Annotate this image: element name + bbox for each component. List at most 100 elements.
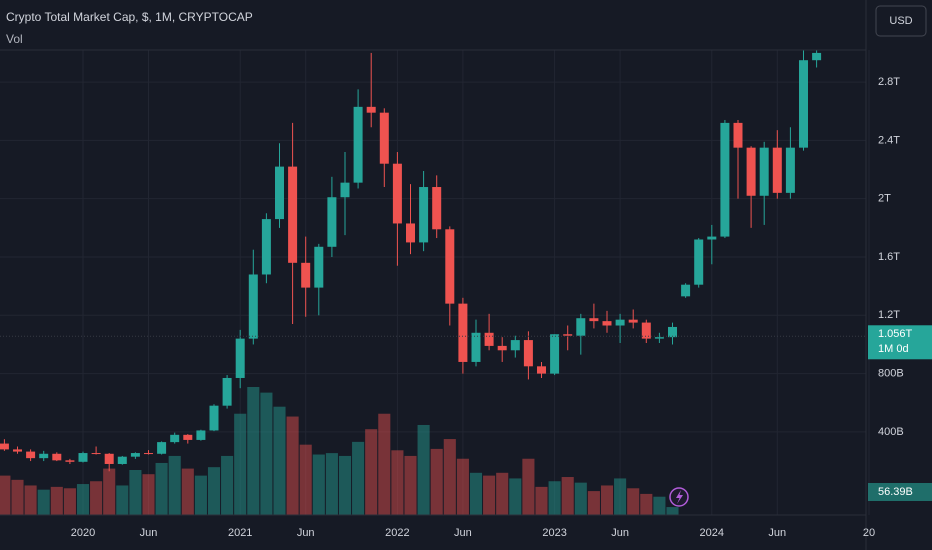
candle-body — [130, 453, 140, 457]
alert-icon — [669, 487, 689, 507]
volume-bar — [0, 475, 11, 515]
candle-body — [26, 451, 36, 459]
candle-body — [654, 337, 664, 339]
volume-bar — [155, 462, 168, 515]
candle-body — [759, 147, 769, 196]
candle-body — [340, 182, 350, 198]
volume-bar — [24, 485, 37, 515]
candle-body — [563, 334, 573, 336]
x-tick-label: 2024 — [700, 527, 724, 539]
candle-body — [235, 338, 245, 378]
x-tick-label: Jun — [611, 527, 629, 539]
candle-body — [144, 453, 153, 455]
candle-body — [392, 163, 402, 224]
candle-body — [65, 460, 75, 462]
candle-body — [628, 319, 638, 323]
candle-body — [353, 106, 363, 183]
volume-bar — [496, 472, 509, 515]
candle-body — [91, 453, 101, 455]
volume-bar — [63, 488, 76, 515]
candle-body — [799, 60, 808, 148]
candle-body — [39, 453, 49, 459]
candle-body — [327, 197, 337, 247]
x-tick-label: Jun — [454, 527, 472, 539]
volume-bar — [600, 485, 614, 515]
volume-bar — [653, 496, 666, 515]
volume-bar — [103, 468, 116, 515]
volume-bar — [90, 481, 103, 515]
candle-body — [694, 239, 704, 285]
candle-body — [484, 332, 494, 346]
volume-bar — [286, 416, 299, 515]
volume-bar — [483, 475, 496, 515]
volume-bar — [168, 455, 181, 515]
candle-body — [471, 332, 481, 362]
candle-body — [288, 166, 298, 263]
volume-bar — [234, 413, 247, 515]
price-pane — [0, 50, 822, 472]
x-tick-label: Jun — [297, 527, 315, 539]
candle-body — [720, 122, 730, 237]
candle-body — [510, 340, 520, 351]
volume-bar — [312, 454, 325, 515]
candle-body — [432, 187, 442, 230]
x-tick-label: 2023 — [542, 527, 566, 539]
y-tick-label: 1.6T — [878, 251, 900, 263]
x-tick-label: Jun — [140, 527, 158, 539]
y-tick-label: 2.8T — [878, 76, 900, 88]
volume-bar — [430, 448, 443, 515]
volume-bar — [116, 485, 129, 515]
candle-body — [523, 340, 533, 367]
volume-bar — [352, 441, 365, 515]
volume-bar — [11, 479, 24, 515]
volume-bar — [247, 387, 260, 515]
candle-body — [458, 303, 468, 362]
volume-bar — [627, 488, 640, 515]
candle-body — [445, 229, 455, 304]
volume-bar — [221, 455, 234, 515]
currency[interactable]: USD — [889, 15, 912, 27]
candle-body — [314, 246, 324, 288]
y-tick-label: 1.2T — [878, 309, 900, 321]
price-badge — [868, 325, 932, 360]
volume-bar — [181, 468, 194, 515]
candle-body — [104, 453, 114, 464]
volume-bar — [207, 467, 221, 515]
candle-body — [117, 456, 127, 464]
volume-bar — [391, 450, 404, 515]
candle-body — [615, 319, 625, 326]
volume-bar — [50, 486, 63, 515]
volume-bar — [404, 455, 417, 515]
volume-bar — [561, 477, 574, 515]
candle-body — [406, 223, 415, 243]
volume-badge-label: 56.39B — [878, 486, 913, 498]
x-tick-label: 20 — [863, 527, 875, 539]
x-tick-label: 2020 — [71, 527, 95, 539]
volume-bar — [37, 489, 50, 515]
candle-body — [733, 122, 743, 148]
volume-bar — [325, 453, 338, 515]
currency-button[interactable] — [875, 5, 927, 37]
candle-body — [379, 112, 389, 164]
candle-body — [248, 274, 258, 339]
candle-body — [602, 321, 612, 326]
candle-body — [170, 434, 180, 443]
volume-bar — [260, 392, 273, 515]
candle-body — [196, 430, 206, 440]
candle-body — [497, 345, 507, 351]
volume-bar — [456, 458, 469, 515]
volume-bar — [548, 481, 561, 515]
candle-body — [785, 147, 795, 193]
x-tick-label: Jun — [768, 527, 786, 539]
candle-body — [537, 366, 546, 374]
candle-body — [78, 453, 88, 462]
volume-bar — [535, 486, 548, 515]
volume-bar — [142, 474, 155, 515]
volume-bar — [417, 424, 430, 515]
volume-bar — [299, 444, 312, 515]
y-tick-label: 2.4T — [878, 134, 900, 146]
x-tick-label: 2021 — [228, 527, 252, 539]
candle-body — [707, 236, 717, 240]
